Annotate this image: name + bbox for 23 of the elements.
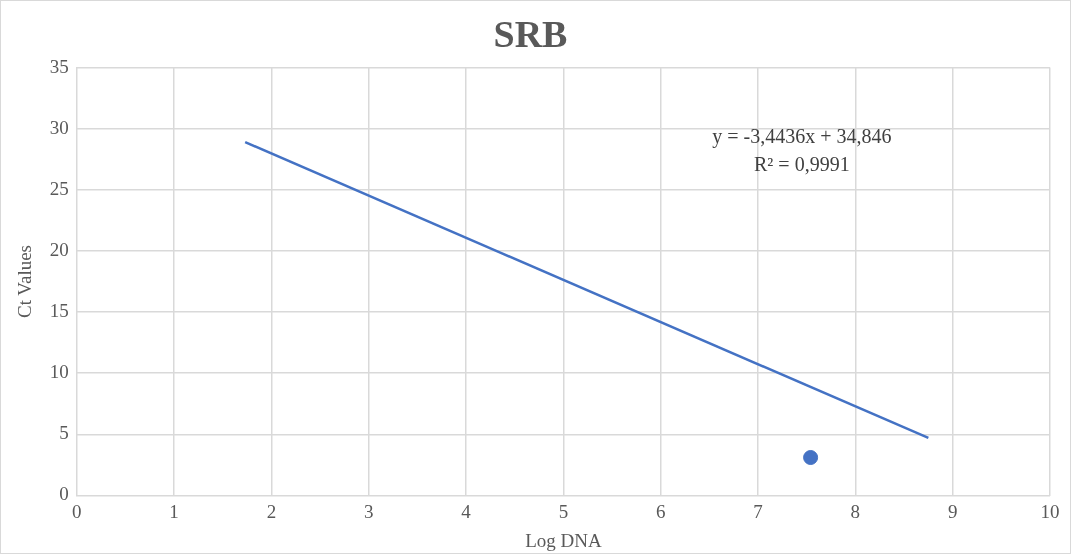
y-tick-label: 0 (59, 483, 69, 505)
y-tick-label: 25 (49, 177, 69, 199)
x-tick-label: 5 (558, 500, 569, 522)
x-tick-label: 10 (1040, 500, 1060, 522)
x-tick-label: 2 (266, 500, 277, 522)
y-tick-label: 30 (49, 116, 69, 138)
chart-title: SRB (493, 12, 568, 55)
x-tick-label: 9 (947, 500, 958, 522)
annotation: y = -3,4436x + 34,846 (712, 124, 892, 148)
x-tick-label: 7 (753, 500, 763, 522)
x-tick-label: 8 (850, 500, 861, 522)
x-tick-label: 3 (364, 500, 374, 522)
y-axis-title: Ct Values (14, 244, 36, 319)
annotation: R² = 0,9991 (754, 152, 850, 175)
y-tick-label: 35 (49, 55, 69, 77)
y-tick-label: 5 (59, 422, 69, 444)
y-tick-label: 15 (49, 300, 69, 322)
y-tick-label: 20 (49, 238, 69, 260)
x-tick-label: 1 (169, 500, 179, 522)
x-tick-label: 6 (655, 500, 666, 522)
x-axis-title: Log DNA (525, 529, 602, 551)
x-tick-label: 4 (461, 500, 472, 522)
y-tick-label: 10 (49, 361, 69, 383)
